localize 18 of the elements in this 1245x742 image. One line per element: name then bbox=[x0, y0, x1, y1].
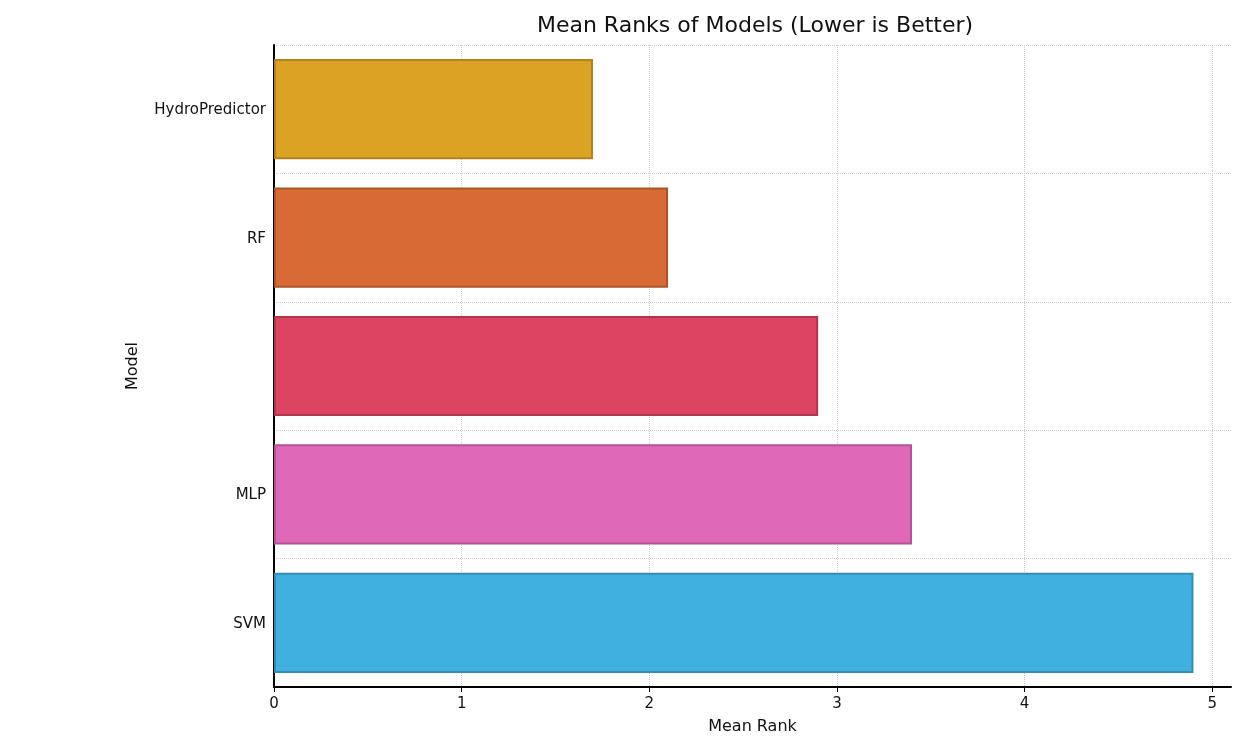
bar bbox=[274, 572, 1194, 673]
bar bbox=[274, 444, 912, 545]
bar bbox=[274, 315, 819, 417]
y-tick-label: SVM bbox=[233, 613, 266, 632]
bar bbox=[274, 59, 593, 160]
bar bbox=[274, 187, 669, 288]
x-tick-label: 0 bbox=[269, 693, 279, 712]
y-tick-label: RF bbox=[246, 228, 266, 247]
x-tick-label: 4 bbox=[1019, 693, 1030, 712]
chart-title: Mean Ranks of Models (Lower is Better) bbox=[536, 11, 974, 37]
x-tick-label: 2 bbox=[644, 693, 655, 712]
x-tick-label: 3 bbox=[832, 693, 842, 712]
x-axis-title: Mean Rank bbox=[708, 715, 798, 735]
x-tick-label: 1 bbox=[456, 693, 467, 712]
y-tick-label: MLP bbox=[235, 485, 266, 504]
y-tick-label: HydroPredictor bbox=[154, 100, 267, 119]
x-tick-label: 5 bbox=[1207, 693, 1218, 712]
y-axis-title: Model bbox=[121, 341, 141, 391]
